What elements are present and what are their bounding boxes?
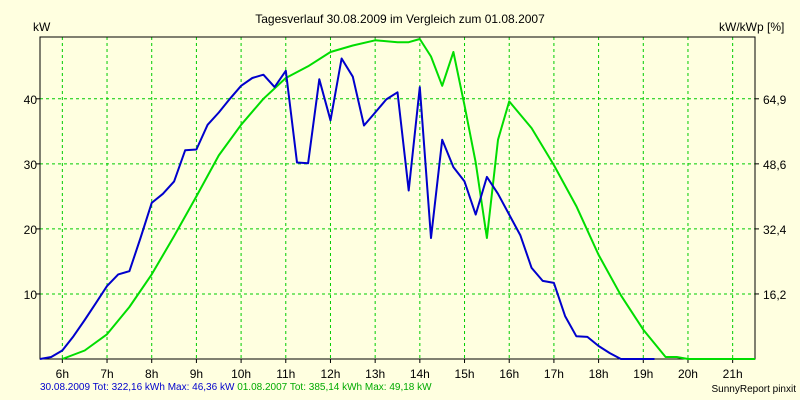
x-tick-label: 10h <box>231 367 251 381</box>
series-line-2009 <box>39 57 655 360</box>
x-tick-label: 13h <box>365 367 385 381</box>
y-tick-label-right: 48,6 <box>763 158 787 172</box>
y-tick-label-left: 40 <box>24 93 38 107</box>
y-tick-label-right: 32,4 <box>763 223 787 237</box>
x-tick-label: 12h <box>320 367 340 381</box>
x-tick-label: 21h <box>723 367 743 381</box>
footer-series2-stats: Tot: 385,14 kWh Max: 49,18 kW <box>289 382 432 393</box>
x-tick-label: 8h <box>145 367 158 381</box>
chart-title: Tagesverlauf 30.08.2009 im Vergleich zum… <box>255 12 545 26</box>
tick-labels: 6h 7h 8h 9h 10h 11h 12h 13h 14h 15h 16h 17h 18h 19h 20… <box>24 93 787 381</box>
x-tick-label: 20h <box>678 367 698 381</box>
grid <box>40 37 755 359</box>
axes <box>36 36 759 363</box>
x-tick-label: 7h <box>100 367 113 381</box>
x-tick-label: 19h <box>633 367 653 381</box>
x-tick-label: 14h <box>410 367 430 381</box>
x-tick-label: 11h <box>276 367 295 381</box>
y-tick-label-left: 30 <box>24 158 38 172</box>
x-tick-label: 16h <box>499 367 519 381</box>
x-tick-label: 9h <box>190 367 203 381</box>
series-line-2007 <box>61 38 755 360</box>
footer-credit: SunnyReport pinxit <box>711 384 797 395</box>
series-lines <box>39 38 755 360</box>
x-tick-label: 18h <box>589 367 609 381</box>
x-tick-label: 17h <box>544 367 564 381</box>
footer-series2-date: 01.08.2007 <box>237 382 288 393</box>
y-tick-label-left: 10 <box>24 288 38 302</box>
footer-series1-stats: Tot: 322,16 kWh Max: 46,36 kW <box>92 382 235 393</box>
y-tick-label-left: 20 <box>24 223 38 237</box>
x-tick-label: 15h <box>455 367 475 381</box>
footer-summary: 30.08.2009 Tot: 322,16 kWh Max: 46,36 kW… <box>40 382 432 393</box>
y-tick-label-right: 64,9 <box>763 93 787 107</box>
y-tick-label-right: 16,2 <box>763 288 787 302</box>
right-axis-label: kW/kWp [%] <box>719 20 784 34</box>
left-axis-label: kW <box>33 20 51 34</box>
plot-frame <box>39 36 756 360</box>
footer-series1-date: 30.08.2009 <box>40 382 91 393</box>
x-tick-label: 6h <box>56 367 69 381</box>
